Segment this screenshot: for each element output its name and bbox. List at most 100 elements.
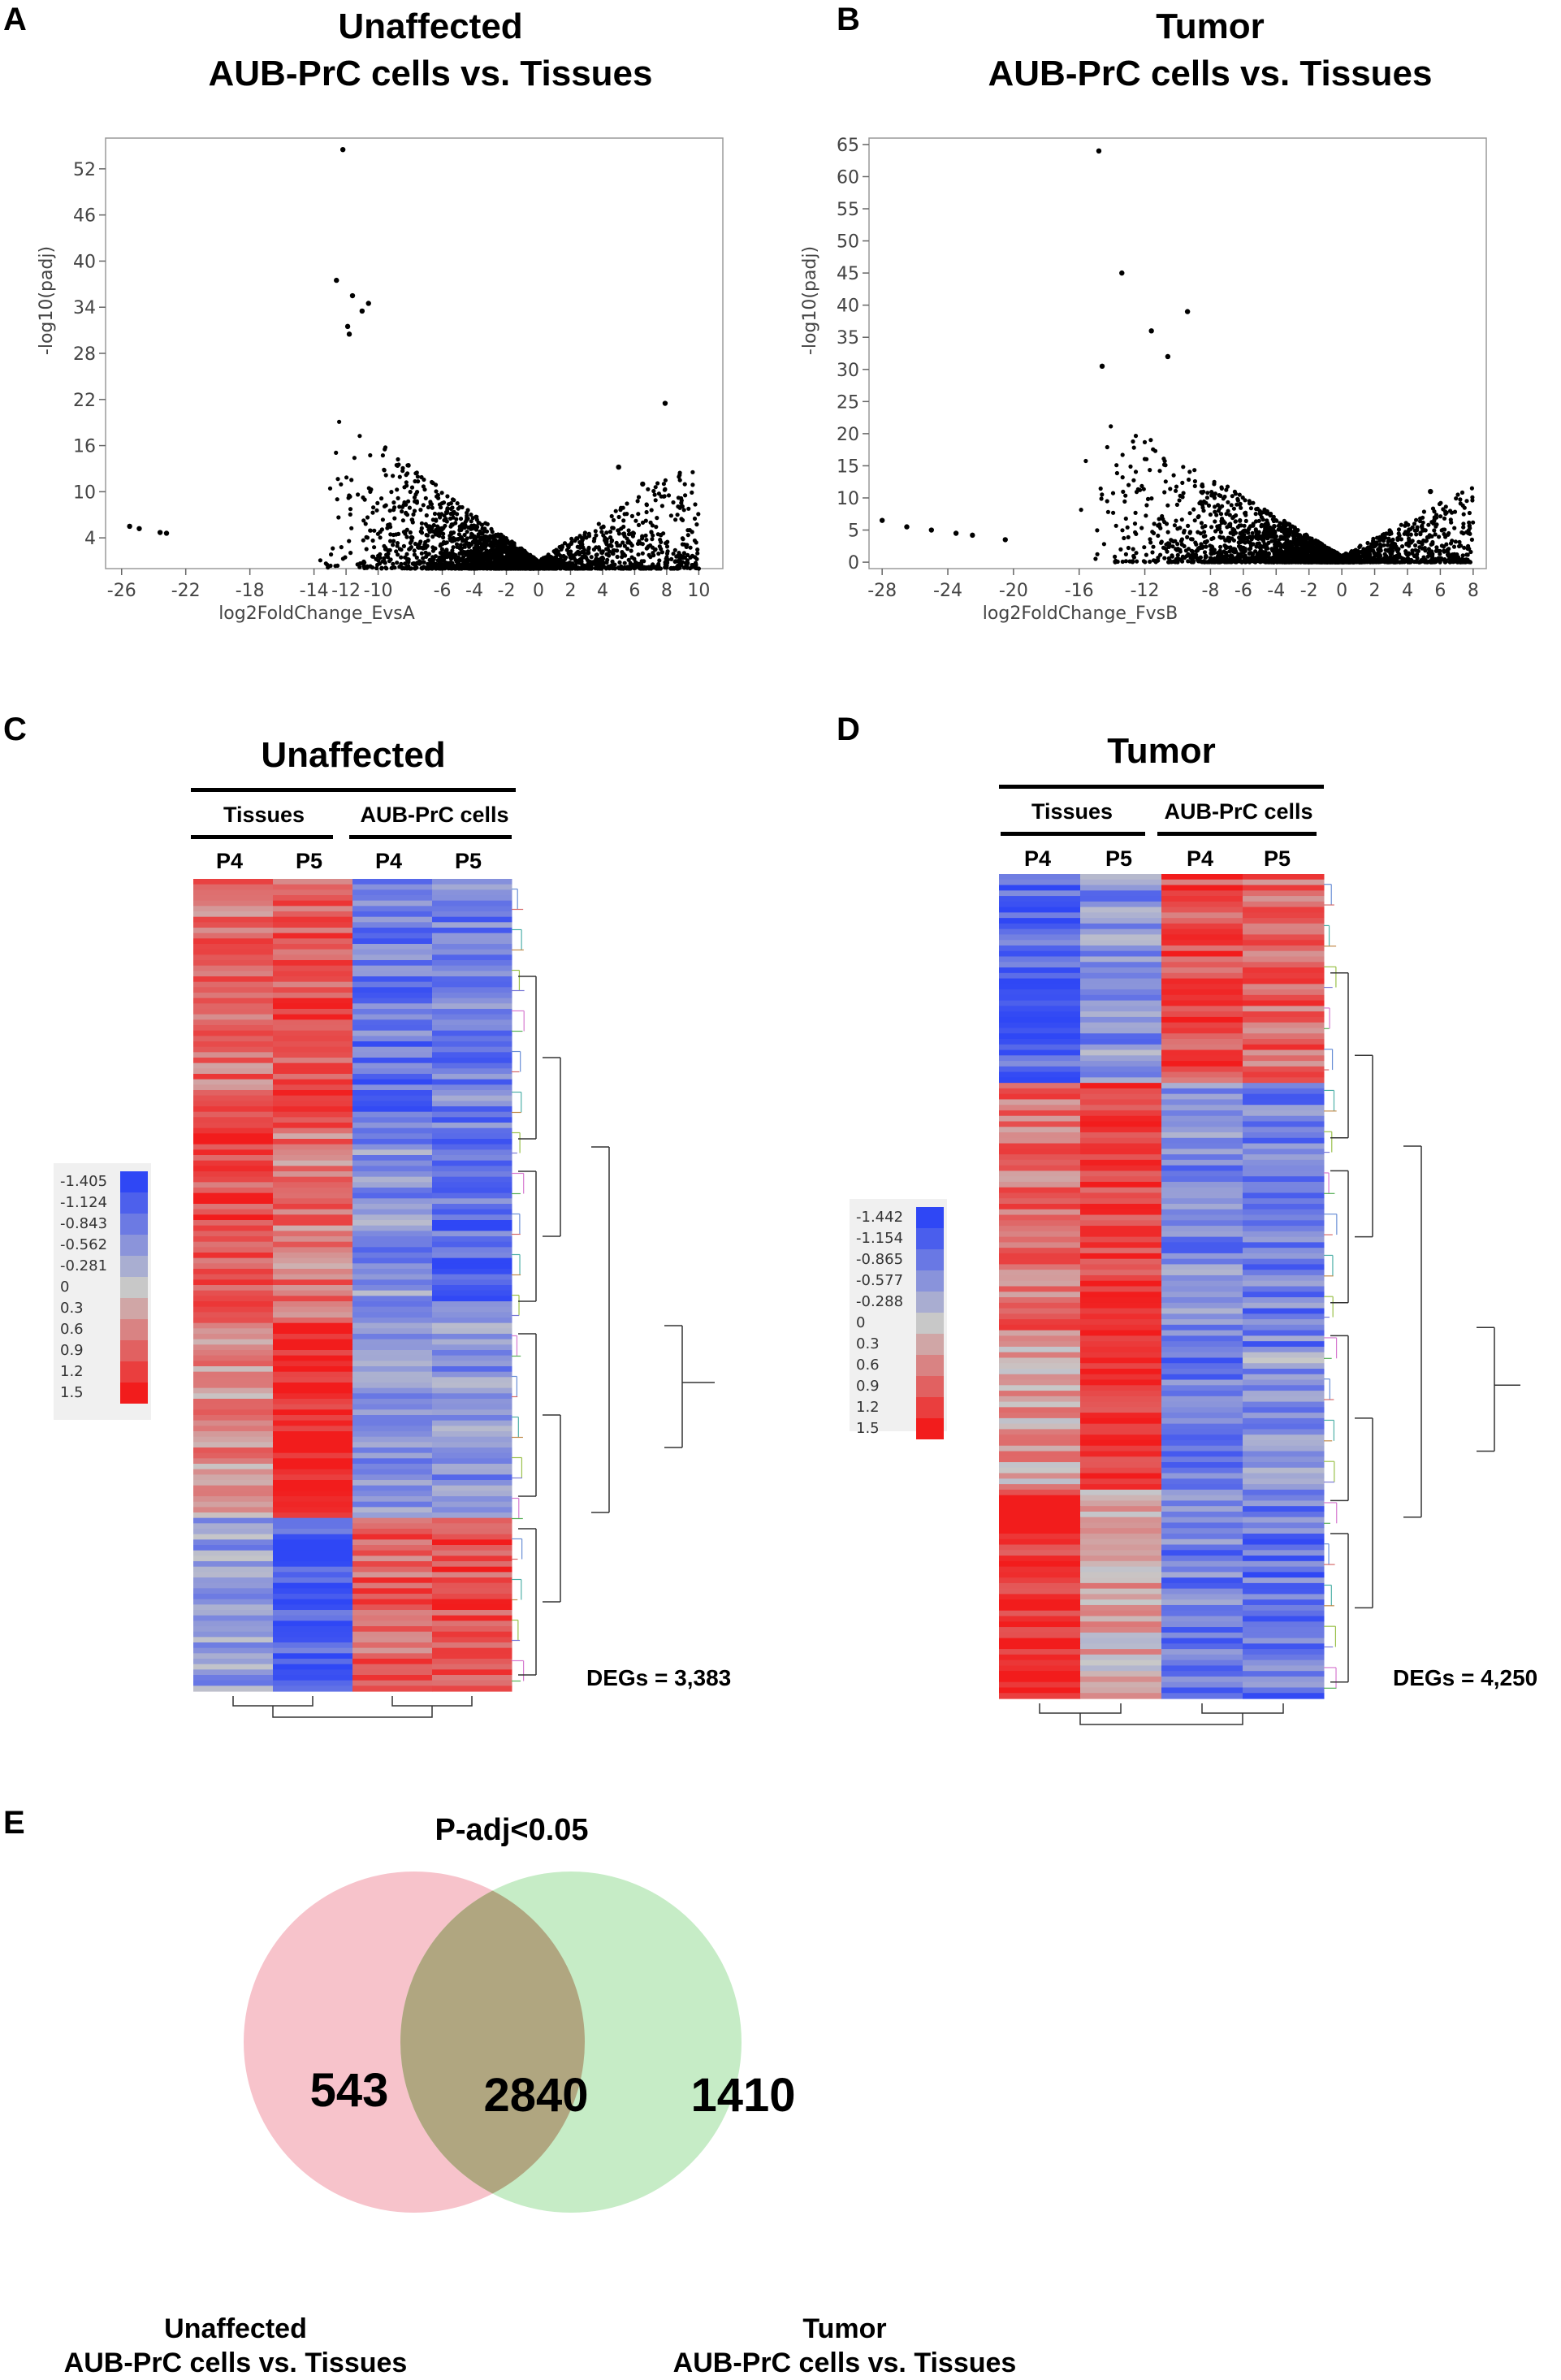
scatter-point [389, 490, 393, 494]
scatter-point [404, 530, 408, 534]
scatter-point [419, 475, 423, 479]
scatter-point [1166, 530, 1170, 534]
scatter-point [610, 514, 614, 518]
scatter-point [579, 560, 583, 564]
scatter-point [621, 525, 625, 529]
scatter-point [482, 556, 486, 560]
y-tick-label: 46 [73, 206, 96, 227]
scatter-point [1365, 541, 1369, 545]
scatter-point [442, 500, 446, 504]
scatter-point [481, 526, 485, 530]
scatter-point [348, 495, 352, 499]
scatter-point [1238, 493, 1242, 497]
scatter-point [508, 549, 512, 553]
scatter-point-outlier [347, 331, 352, 336]
scatter-point [1134, 434, 1138, 438]
scatter-point [383, 445, 387, 449]
scatter-point [409, 530, 413, 534]
scatter-point [685, 528, 690, 532]
scatter-point [654, 485, 658, 489]
scatter-point [318, 558, 322, 562]
panel-b-title: Tumor AUB-PrC cells vs. Tissues [902, 3, 1519, 97]
scatter-point [614, 509, 618, 513]
scatter-point [679, 517, 683, 521]
scatter-point [449, 566, 453, 570]
panel-b-title-line1: Tumor [902, 3, 1519, 50]
scatter-point [1452, 526, 1456, 530]
scatter-point [513, 559, 517, 563]
scatter-point [1162, 490, 1166, 494]
scatter-point [1269, 512, 1273, 516]
scatter-point [449, 532, 453, 536]
scatter-point [629, 549, 633, 553]
scatter-point [371, 555, 375, 559]
scatter-point [1200, 483, 1204, 487]
scatter-point [1204, 501, 1208, 505]
scatter-point [370, 565, 374, 569]
x-tick-label: -12 [331, 581, 361, 601]
scatter-point [1304, 538, 1308, 542]
scatter-point [1194, 549, 1198, 553]
scatter-point [1213, 495, 1217, 500]
scatter-point [460, 546, 464, 550]
scatter-point [334, 451, 338, 455]
scatter-point [476, 558, 480, 562]
scatter-point [602, 525, 606, 529]
scatter-point [497, 559, 501, 563]
scatter-point [413, 552, 417, 556]
scatter-point [1120, 528, 1124, 532]
scatter-point [621, 518, 625, 522]
scatter-point [1411, 539, 1415, 543]
y-tick-label: 35 [837, 328, 859, 348]
scatter-point [465, 530, 469, 534]
scatter-point [694, 566, 698, 570]
x-tick-label: -2 [498, 581, 516, 601]
scatter-point [1184, 554, 1188, 558]
scatter-point [1143, 457, 1147, 461]
scatter-point [374, 566, 378, 570]
scatter-point [1191, 557, 1195, 561]
scatter-point [375, 501, 379, 505]
scatter-point [1185, 535, 1189, 539]
scatter-point [610, 539, 614, 543]
scatter-point [488, 556, 492, 560]
scatter-point [1121, 475, 1125, 479]
scatter-point [461, 560, 465, 564]
scatter-point [457, 532, 461, 536]
scatter-point [651, 523, 655, 527]
scatter-point [617, 560, 621, 565]
scatter-point [1378, 543, 1382, 547]
scatter-point [530, 558, 534, 562]
scatter-point [1418, 531, 1422, 535]
scatter-point [383, 560, 387, 564]
scatter-point [1192, 468, 1196, 472]
y-tick-label: 40 [73, 252, 96, 272]
scatter-point [603, 539, 607, 543]
scatter-point [391, 539, 396, 543]
y-tick-label: 16 [73, 437, 96, 457]
scatter-point [644, 538, 648, 542]
scatter-point [1114, 524, 1118, 528]
scatter-point [1132, 446, 1136, 450]
scatter-point [465, 564, 469, 568]
scatter-point [436, 493, 440, 497]
scatter-point [1470, 487, 1474, 491]
scatter-point [1217, 493, 1222, 497]
scatter-point [453, 554, 457, 558]
scatter-point [1205, 491, 1209, 495]
scatter-point [424, 496, 428, 500]
scatter-point [369, 487, 373, 491]
scatter-point [1352, 549, 1356, 553]
scatter-point [1459, 501, 1463, 505]
scatter-point [600, 551, 604, 555]
scatter-point [1426, 523, 1430, 527]
scatter-point [693, 502, 697, 506]
scatter-point [1113, 555, 1117, 559]
scatter-point [1171, 539, 1175, 543]
scatter-point [1254, 512, 1258, 516]
x-tick-label: 10 [687, 581, 710, 601]
scatter-point [337, 420, 341, 424]
scatter-point [535, 561, 539, 565]
panel-b-title-line2: AUB-PrC cells vs. Tissues [902, 50, 1519, 97]
scatter-point [380, 527, 384, 531]
